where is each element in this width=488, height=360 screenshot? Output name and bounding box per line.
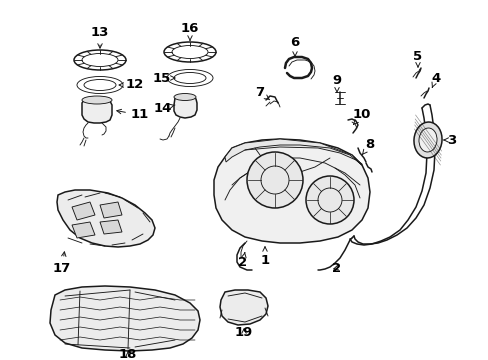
Text: 18: 18	[119, 348, 137, 360]
Text: 10: 10	[352, 108, 370, 125]
Circle shape	[246, 152, 303, 208]
Text: 3: 3	[443, 134, 456, 147]
Circle shape	[305, 176, 353, 224]
Text: 14: 14	[154, 102, 175, 114]
Text: 13: 13	[91, 27, 109, 48]
Ellipse shape	[418, 128, 436, 152]
Text: 15: 15	[153, 72, 175, 85]
Ellipse shape	[174, 94, 196, 100]
Text: 11: 11	[117, 108, 149, 122]
Ellipse shape	[82, 96, 112, 104]
Polygon shape	[50, 286, 200, 351]
Polygon shape	[57, 190, 155, 247]
Polygon shape	[214, 139, 369, 243]
Polygon shape	[100, 220, 122, 234]
Polygon shape	[100, 202, 122, 218]
Text: 7: 7	[255, 86, 269, 100]
Polygon shape	[82, 97, 112, 123]
Text: 9: 9	[332, 73, 341, 92]
Text: 2: 2	[238, 253, 247, 269]
Text: 12: 12	[119, 78, 144, 91]
Polygon shape	[72, 202, 95, 220]
Text: 8: 8	[362, 139, 374, 154]
Text: 6: 6	[290, 36, 299, 56]
Text: 2: 2	[332, 261, 341, 274]
Polygon shape	[224, 139, 361, 165]
Text: 5: 5	[412, 50, 422, 67]
Text: 1: 1	[260, 247, 269, 266]
Polygon shape	[174, 95, 197, 118]
Text: 4: 4	[430, 72, 440, 87]
Text: 19: 19	[234, 327, 253, 339]
Text: 17: 17	[53, 252, 71, 274]
Polygon shape	[72, 222, 95, 238]
Ellipse shape	[413, 122, 441, 158]
Polygon shape	[220, 290, 267, 325]
Text: 16: 16	[181, 22, 199, 40]
